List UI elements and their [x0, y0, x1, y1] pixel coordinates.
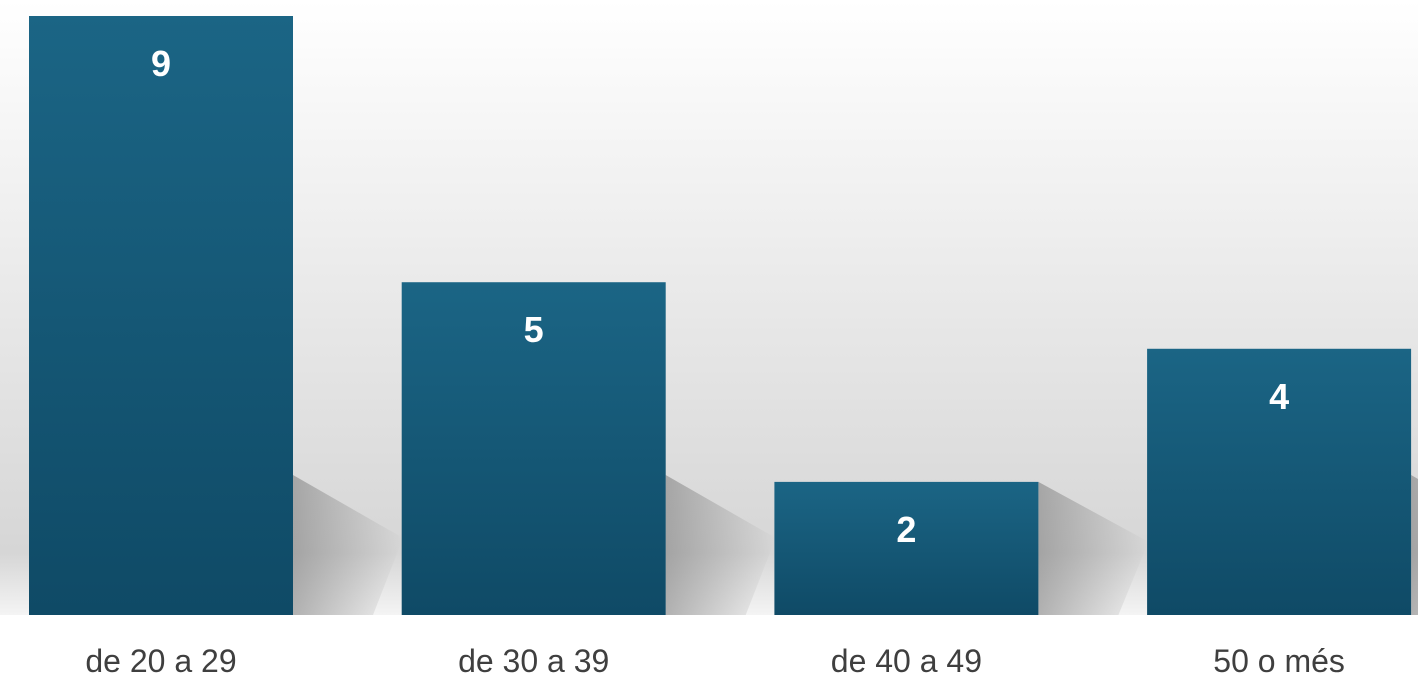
category-label: 50 o més	[1213, 643, 1345, 679]
bar-shadows	[293, 475, 1418, 615]
bar-shadow	[1038, 481, 1149, 615]
bar	[29, 16, 293, 615]
bars	[29, 16, 1412, 615]
labels: 9 de 20 a 29 5 de 30 a 39 2 de 40 a 49 4 50 o m…	[85, 43, 1345, 679]
bar	[1147, 348, 1412, 615]
bar-shadow	[665, 475, 776, 615]
bar-shadow	[293, 475, 403, 615]
category-label: de 30 a 39	[458, 643, 609, 679]
data-label: 4	[1269, 376, 1289, 417]
bar-shadow	[1411, 475, 1418, 615]
label-background	[0, 615, 1418, 682]
data-label: 2	[896, 509, 916, 550]
bar	[774, 481, 1039, 615]
bar	[401, 282, 666, 615]
category-label: de 40 a 49	[831, 643, 982, 679]
data-label: 5	[524, 309, 544, 350]
data-label: 9	[151, 43, 171, 84]
category-label: de 20 a 29	[85, 643, 236, 679]
